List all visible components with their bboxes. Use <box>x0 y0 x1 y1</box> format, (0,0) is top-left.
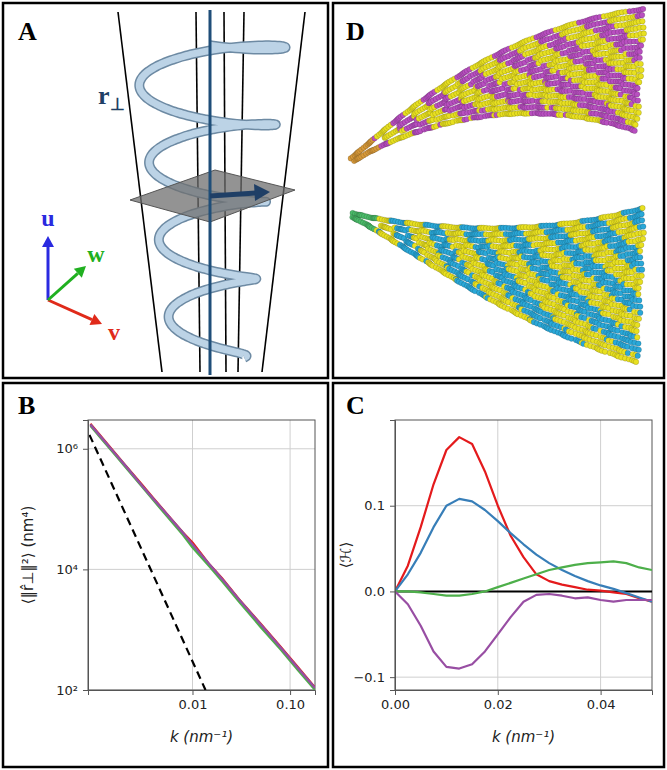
atom <box>640 18 646 24</box>
atom <box>640 6 646 12</box>
atom <box>641 25 647 31</box>
triad-arrowhead <box>42 236 54 247</box>
vector-arrowhead <box>254 184 270 201</box>
atom <box>635 85 641 91</box>
triad-label: u <box>41 205 54 231</box>
atom <box>634 116 640 122</box>
atom <box>640 37 646 43</box>
atom <box>635 98 641 104</box>
atom <box>639 12 645 18</box>
triad-arrowhead <box>90 314 102 325</box>
triad-label: w <box>87 241 105 267</box>
triad-arrowhead <box>74 266 86 278</box>
atom <box>634 91 640 97</box>
atom <box>638 43 644 49</box>
vector-subscript: ⊥ <box>110 95 125 114</box>
atom <box>633 122 639 128</box>
triad-label: v <box>108 319 120 345</box>
atom <box>638 73 644 79</box>
atom <box>639 67 645 73</box>
panel-frame <box>3 3 328 378</box>
panel-label: A <box>18 17 37 46</box>
atom <box>638 61 644 67</box>
panel-a: r⊥ u v w <box>41 10 305 375</box>
triad-axis <box>48 300 92 320</box>
vector-arrow <box>210 193 256 196</box>
atom <box>632 128 638 134</box>
triad-axis <box>47 247 50 300</box>
triad-axis <box>48 273 78 300</box>
panel-frame <box>3 383 328 767</box>
panel-frame <box>333 3 664 378</box>
plane <box>130 170 295 222</box>
atom <box>637 49 643 55</box>
atom <box>636 79 642 85</box>
axis-rod <box>209 10 212 375</box>
atom <box>636 110 642 116</box>
vector-symbol: r <box>98 81 110 110</box>
atom <box>641 31 647 37</box>
figure: r⊥uvwAD0.010.1010²10⁴10⁶k (nm⁻¹)⟨‖r̂⊥‖²⟩… <box>0 0 667 770</box>
atom <box>637 55 643 61</box>
panel-frame <box>333 383 664 767</box>
vector-label: r⊥ <box>98 81 125 114</box>
panel-d <box>348 6 647 364</box>
atom <box>636 104 642 110</box>
